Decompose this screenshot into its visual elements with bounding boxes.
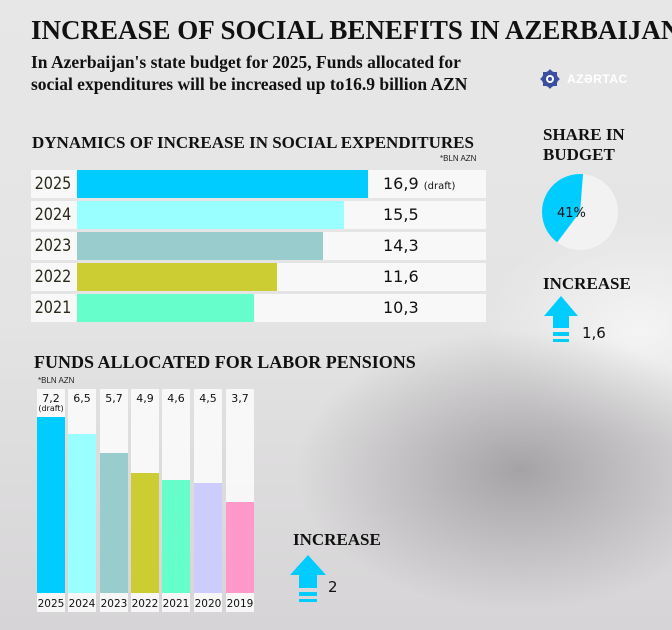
year-label: 2024 [68, 598, 96, 610]
page-title: INCREASE OF SOCIAL BENEFITS IN AZERBAIJA… [31, 15, 672, 45]
value-label: 16,9 (draft) [383, 170, 455, 201]
bar-row: 2024 15,5 [31, 201, 486, 229]
bar [131, 472, 159, 593]
draft-note: (draft) [423, 181, 456, 192]
logo-emblem-icon [540, 69, 560, 89]
value-label: 15,5 [383, 201, 419, 229]
year-label: 2021 [34, 298, 72, 318]
bar [194, 482, 222, 593]
value-label: 11,6 [383, 263, 419, 291]
year-label: 2023 [34, 236, 72, 256]
year-label: 2021 [162, 598, 190, 610]
increase-value-1: 1,6 [582, 324, 606, 342]
subtitle-line-2: social expenditures will be increased up… [31, 74, 468, 94]
column: 4,5 2020 [194, 389, 222, 612]
year-label: 2020 [194, 598, 222, 610]
value-text: 10,3 [383, 298, 419, 317]
year-label: 2025 [34, 174, 72, 194]
bar [77, 232, 323, 260]
pie-slice-share [542, 174, 584, 243]
bar-row: 2021 10,3 [31, 294, 486, 322]
value-label: 10,3 [383, 294, 419, 322]
bar-row: 2025 16,9 (draft) [31, 170, 486, 198]
year-label: 2022 [131, 598, 159, 610]
value-label: 4,9 [131, 392, 159, 405]
year-label: 2024 [34, 205, 72, 225]
azertac-logo: AZƏRTAC [538, 67, 628, 91]
value-text: 4,5 [199, 392, 217, 405]
value-text: 5,7 [105, 392, 123, 405]
value-text: 11,6 [383, 267, 419, 286]
column: 5,7 2023 [100, 389, 128, 612]
share-pie-chart: 41% [542, 174, 618, 250]
value-text: 3,7 [231, 392, 249, 405]
logo-text: AZƏRTAC [567, 72, 628, 86]
bar [77, 201, 344, 229]
increase-value-2: 2 [328, 578, 338, 596]
value-label: 5,7 [100, 392, 128, 405]
draft-note: (draft) [38, 404, 64, 413]
subtitle-line-1: In Azerbaijan's state budget for 2025, F… [31, 52, 461, 72]
bar [162, 480, 190, 593]
bar [37, 416, 65, 593]
value-label: 4,5 [194, 392, 222, 405]
share-in-budget-title: SHARE IN BUDGET [543, 125, 625, 164]
social-expenditures-title: DYNAMICS OF INCREASE IN SOCIAL EXPENDITU… [32, 133, 474, 152]
value-text: 14,3 [383, 236, 419, 255]
value-label: 14,3 [383, 232, 419, 260]
bar [77, 294, 255, 322]
bar [226, 502, 254, 593]
up-arrow-icon [290, 555, 326, 602]
pie-label: 41% [557, 206, 586, 221]
year-label: 2023 [100, 598, 128, 610]
labor-pensions-title: FUNDS ALLOCATED FOR LABOR PENSIONS [34, 352, 416, 372]
value-label: 3,7 [226, 392, 254, 405]
column: 4,6 2021 [162, 389, 190, 612]
labor-pensions-unit: *BLN AZN [38, 376, 75, 385]
bar [100, 453, 128, 593]
column: 3,7 2019 [226, 389, 254, 612]
value-label: 6,5 [68, 392, 96, 405]
year-label: 2022 [34, 267, 72, 287]
up-arrow-icon [544, 296, 578, 342]
value-label: 4,6 [162, 392, 190, 405]
social-expenditures-unit: *BLN AZN [440, 154, 477, 163]
value-text: 4,6 [167, 392, 185, 405]
bar-row: 2023 14,3 [31, 232, 486, 260]
column: 7,2 (draft) 2025 [37, 389, 65, 612]
increase-label-1: INCREASE [543, 274, 631, 293]
bar [77, 263, 277, 291]
bar [77, 170, 368, 198]
value-text: 15,5 [383, 205, 419, 224]
increase-label-2: INCREASE [293, 530, 381, 549]
year-label: 2019 [226, 598, 254, 610]
value-label: 7,2 (draft) [37, 392, 65, 413]
column: 4,9 2022 [131, 389, 159, 612]
column: 6,5 2024 [68, 389, 96, 612]
value-text: 7,2 [42, 392, 60, 405]
bar [68, 433, 96, 593]
value-text: 16,9 [383, 174, 419, 193]
value-text: 4,9 [136, 392, 154, 405]
value-text: 6,5 [73, 392, 91, 405]
year-label: 2025 [37, 598, 65, 610]
bar-row: 2022 11,6 [31, 263, 486, 291]
